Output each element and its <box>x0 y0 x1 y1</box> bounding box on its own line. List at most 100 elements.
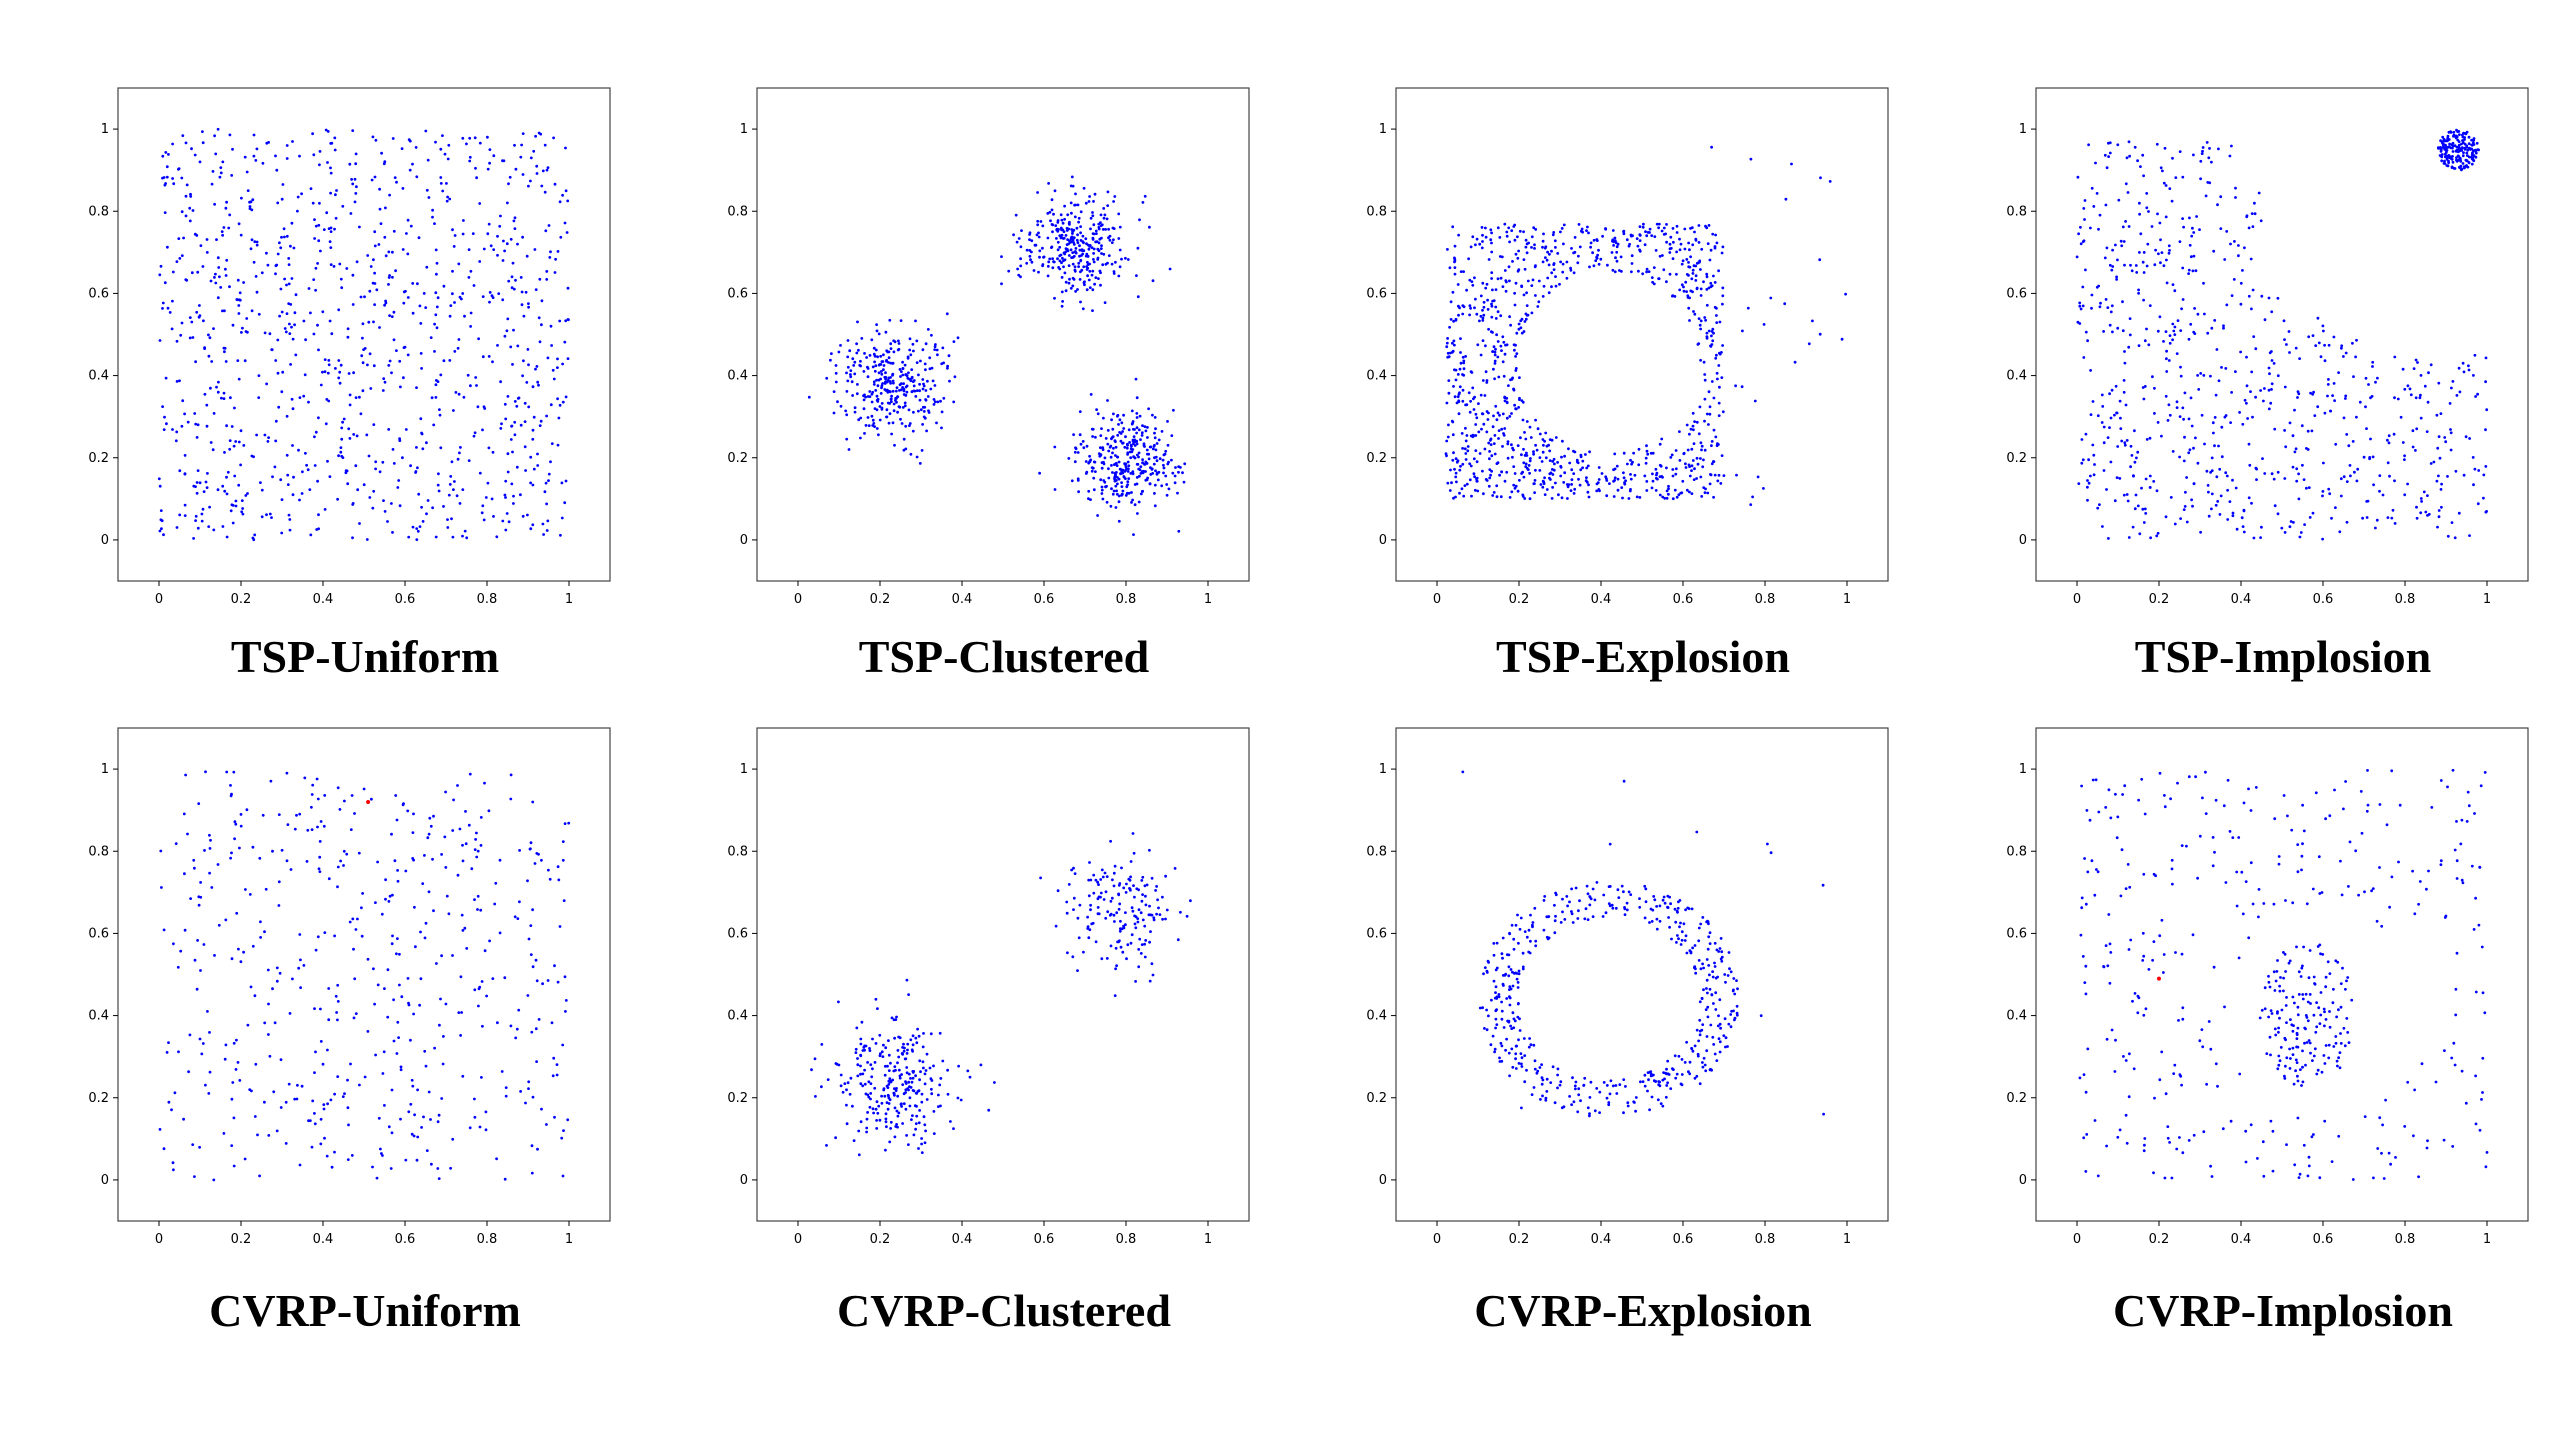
data-point <box>2462 473 2466 477</box>
data-point <box>907 1088 910 1092</box>
data-point <box>2225 474 2229 478</box>
data-point <box>355 434 359 438</box>
data-point <box>1091 435 1094 438</box>
data-point <box>506 201 509 205</box>
data-point <box>1491 425 1495 429</box>
data-point <box>546 166 550 170</box>
data-point <box>1483 394 1487 397</box>
data-point <box>979 1063 983 1067</box>
data-point <box>2472 154 2476 158</box>
data-point <box>525 381 529 384</box>
data-point <box>1493 434 1497 437</box>
data-point <box>175 430 179 434</box>
data-point <box>1586 225 1589 229</box>
data-point <box>2365 427 2368 430</box>
data-point <box>869 1082 873 1085</box>
data-point <box>1688 432 1691 436</box>
data-point <box>1100 492 1104 495</box>
data-point <box>338 262 342 266</box>
data-point <box>419 417 423 421</box>
data-point <box>549 460 552 464</box>
data-point <box>297 966 301 970</box>
data-point <box>1147 913 1151 917</box>
data-point <box>1460 487 1464 491</box>
data-point <box>1496 277 1500 281</box>
data-point <box>235 1038 238 1042</box>
data-point <box>889 397 893 401</box>
data-point <box>1462 270 1465 273</box>
data-point <box>411 311 415 315</box>
data-point <box>1173 481 1177 485</box>
data-point <box>1481 379 1485 382</box>
data-point <box>2414 358 2418 362</box>
data-point <box>230 1097 234 1101</box>
data-point <box>2202 281 2205 285</box>
data-point <box>200 519 204 523</box>
data-point <box>398 983 401 987</box>
data-point <box>931 379 935 383</box>
data-point <box>2077 232 2080 236</box>
data-point <box>2201 146 2205 149</box>
data-point <box>406 252 410 256</box>
data-point <box>2455 156 2458 160</box>
data-point <box>174 842 178 845</box>
data-point <box>250 238 254 242</box>
data-point <box>563 822 567 825</box>
data-point <box>1518 478 1521 482</box>
data-point <box>1067 457 1071 460</box>
data-point <box>870 392 874 396</box>
data-point <box>1091 236 1095 240</box>
data-point <box>244 494 248 497</box>
data-point <box>2393 355 2397 359</box>
data-point <box>463 926 467 930</box>
data-point <box>544 229 548 233</box>
data-point <box>479 908 483 912</box>
data-point <box>1468 278 1472 282</box>
data-point <box>1116 433 1120 437</box>
data-point <box>917 1034 921 1038</box>
data-point <box>2437 381 2441 385</box>
x-tick-label: 1 <box>565 592 573 607</box>
data-point <box>245 170 249 174</box>
data-point <box>1172 408 1175 412</box>
data-point <box>1137 467 1141 471</box>
data-point <box>1459 270 1463 273</box>
data-point <box>166 245 169 249</box>
data-point <box>874 364 878 368</box>
data-point <box>1493 377 1496 381</box>
data-point <box>2168 187 2172 191</box>
data-point <box>2192 482 2196 486</box>
data-point <box>1075 238 1079 242</box>
data-point <box>1485 282 1489 286</box>
data-point <box>1613 479 1616 482</box>
data-point <box>1712 495 1715 499</box>
data-point <box>462 395 466 399</box>
data-point <box>2158 315 2162 319</box>
data-point <box>859 1042 863 1046</box>
data-point <box>1516 256 1520 260</box>
data-point <box>2153 412 2156 415</box>
data-point <box>242 281 246 284</box>
data-point <box>1028 249 1032 252</box>
data-point <box>1548 459 1552 462</box>
data-point <box>1086 274 1089 278</box>
data-point <box>412 858 415 862</box>
data-point <box>2108 263 2112 267</box>
data-point <box>2107 537 2110 540</box>
data-point <box>2181 175 2185 179</box>
data-point <box>1505 343 1509 347</box>
data-point <box>324 422 328 426</box>
data-point <box>1114 484 1118 488</box>
data-point <box>1132 533 1135 536</box>
data-point <box>1588 265 1591 269</box>
data-point <box>2276 512 2280 516</box>
data-point <box>2104 203 2108 207</box>
data-point <box>2145 264 2149 268</box>
data-point <box>2173 333 2177 336</box>
data-point <box>274 272 277 276</box>
data-point <box>1570 468 1574 472</box>
data-point <box>367 454 371 458</box>
data-point <box>1113 477 1116 481</box>
data-point <box>2270 388 2273 391</box>
data-point <box>430 1162 433 1166</box>
